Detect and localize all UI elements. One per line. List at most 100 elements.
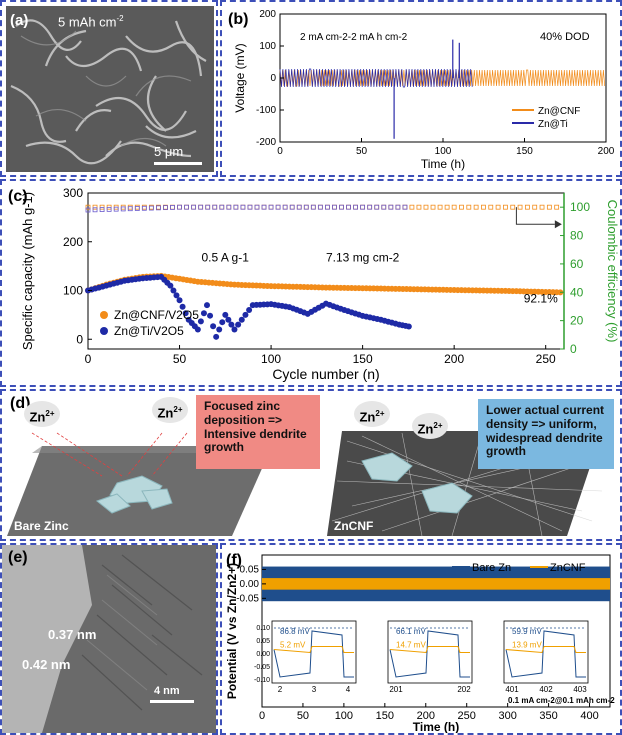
ce-point-3 bbox=[170, 204, 175, 210]
ce-point-3 bbox=[268, 204, 274, 210]
x-tick-label-1: 50 bbox=[356, 146, 368, 157]
inset-y-tick-3: -0.05 bbox=[254, 664, 270, 671]
x-tick-label-7: 350 bbox=[539, 710, 557, 722]
ce-point-3 bbox=[289, 204, 295, 210]
ce-point-2 bbox=[254, 204, 260, 210]
inset-x-tick-0-1: 3 bbox=[312, 685, 317, 694]
ce-point-3 bbox=[212, 204, 218, 210]
capacity-point-1 bbox=[210, 323, 217, 330]
x-tick-label-3: 150 bbox=[376, 710, 394, 722]
x-tick-label-4: 200 bbox=[598, 146, 615, 157]
legend-label-0: Bare Zn bbox=[472, 562, 511, 574]
zn-ion-1: Zn2+ bbox=[24, 401, 60, 427]
ce-point-3 bbox=[184, 204, 189, 210]
zn-ion-3-text: Zn bbox=[359, 409, 376, 425]
y-tick-label-1: 0.00 bbox=[240, 579, 260, 590]
y-tick-label-0: 200 bbox=[259, 9, 276, 20]
capacity-point-1 bbox=[176, 297, 183, 304]
voltage-chart: (b) 0 50 100 150 200 200 100 0 -100 -200 Time (h) Vo… bbox=[228, 9, 615, 171]
condition-text: 0.1 mA cm-2@0.1 mAh cm-2 bbox=[508, 696, 615, 705]
inset-x-tick-2-1: 402 bbox=[539, 685, 553, 694]
ce-point-3 bbox=[353, 204, 358, 210]
lower-density-box: Lower actual current density => uniform,… bbox=[478, 399, 614, 469]
ce-point-3 bbox=[141, 205, 147, 211]
legend-label-1: Zn@Ti/V2O5 bbox=[114, 324, 184, 338]
y-right-tick-label-0: 100 bbox=[570, 200, 590, 214]
zn-ion-2-text: Zn bbox=[157, 405, 174, 421]
ce-point-3 bbox=[332, 204, 337, 210]
capacity-point-1 bbox=[228, 321, 235, 328]
x-tick-label-4: 200 bbox=[417, 710, 435, 722]
ce-point-2 bbox=[205, 204, 211, 210]
ce-point-2 bbox=[85, 204, 91, 210]
ce-point-2 bbox=[261, 204, 267, 210]
panel-e-scale-bar bbox=[150, 700, 194, 703]
ce-point-2 bbox=[134, 204, 140, 210]
plot-frame bbox=[261, 554, 611, 708]
panel-b: (b) 0 50 100 150 200 200 100 0 -100 -200 Time (h) Vo… bbox=[220, 0, 622, 177]
ce-point-2 bbox=[381, 204, 387, 210]
capacity-point-1 bbox=[216, 326, 223, 333]
x-tick-label-3: 150 bbox=[353, 352, 373, 366]
annotation-retention: 92.1% bbox=[524, 292, 558, 306]
x-tick-label-0: 0 bbox=[85, 352, 92, 366]
y-right-tick-label-4: 20 bbox=[570, 314, 584, 328]
ce-point-3 bbox=[325, 204, 330, 210]
ce-point-2 bbox=[127, 204, 133, 210]
ce-point-3 bbox=[360, 204, 366, 210]
ce-point-2 bbox=[317, 204, 323, 210]
capacity-point-1 bbox=[173, 292, 180, 299]
ce-point-3 bbox=[367, 204, 373, 210]
ce-point-3 bbox=[205, 204, 211, 210]
inset-cnf-curve-2 bbox=[505, 646, 586, 654]
y-tick-label-1: 100 bbox=[259, 41, 276, 52]
legend-marker-0 bbox=[100, 311, 108, 319]
x-axis-title: Cycle number (n) bbox=[272, 366, 379, 382]
ce-point-2 bbox=[402, 204, 408, 210]
ce-point-2 bbox=[268, 204, 274, 210]
annotation-dod: 40% DOD bbox=[540, 31, 590, 43]
ce-point-3 bbox=[120, 206, 126, 212]
ce-point-3 bbox=[402, 204, 408, 210]
x-tick-label-2: 100 bbox=[261, 352, 281, 366]
ce-point-3 bbox=[127, 206, 133, 212]
ce-point-3 bbox=[219, 204, 225, 210]
ce-point-3 bbox=[134, 206, 140, 211]
y-tick-label-2: -0.05 bbox=[236, 593, 259, 604]
ce-point-3 bbox=[282, 204, 288, 210]
ce-point-2 bbox=[275, 204, 281, 210]
ce-point-2 bbox=[524, 204, 530, 210]
ce-point-3 bbox=[156, 205, 161, 211]
x-tick-label-8: 400 bbox=[580, 710, 598, 722]
ce-point-2 bbox=[289, 204, 295, 210]
ce-point-2 bbox=[212, 204, 218, 210]
x-axis-title: Time (h) bbox=[413, 720, 459, 733]
panel-e-label: (e) bbox=[8, 549, 28, 566]
ce-point-2 bbox=[459, 204, 464, 210]
ce-point-3 bbox=[381, 204, 387, 210]
ce-point-2 bbox=[510, 204, 516, 210]
cnf-dendrites bbox=[361, 452, 473, 514]
ce-point-2 bbox=[92, 204, 98, 210]
ce-point-2 bbox=[466, 204, 472, 210]
capacity-point-1 bbox=[207, 312, 214, 319]
y-axis-title: Potential (V vs Zn/Zn2+) bbox=[225, 563, 239, 699]
ce-point-3 bbox=[303, 204, 309, 210]
ce-point-3 bbox=[346, 204, 351, 210]
ce-point-3 bbox=[275, 204, 281, 210]
inset-x-tick-1-1: 202 bbox=[457, 685, 471, 694]
y-tick-label-0: 0.05 bbox=[240, 564, 260, 575]
inset-x-tick-0-2: 4 bbox=[346, 685, 351, 694]
panel-a: (a) 5 mAh cm-2 5 μm bbox=[0, 0, 218, 177]
inset-cnf-curve-0 bbox=[273, 646, 354, 654]
ce-point-3 bbox=[339, 204, 344, 210]
panel-e: (e) 0.37 nm 0.42 nm 4 nm bbox=[0, 543, 218, 735]
capacity-point-1 bbox=[170, 287, 177, 294]
tem-image bbox=[2, 545, 216, 733]
series-zn-ti bbox=[279, 68, 473, 88]
ce-point-3 bbox=[99, 207, 105, 212]
y-tick-label-2: 0 bbox=[270, 73, 276, 84]
ce-point-2 bbox=[332, 204, 337, 210]
x-tick-label-4: 200 bbox=[444, 352, 464, 366]
ce-point-3 bbox=[240, 204, 246, 210]
